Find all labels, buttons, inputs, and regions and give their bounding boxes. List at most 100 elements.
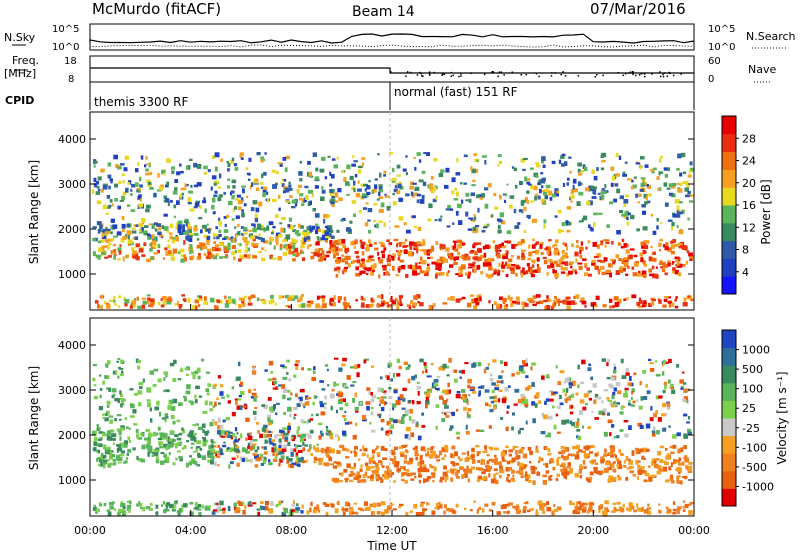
power-cell [298,171,303,176]
power-cell [170,199,173,203]
velocity-cell [442,471,448,477]
nave-point [643,75,646,78]
power-cell [419,249,424,252]
power-cell [166,230,170,233]
power-cell [547,265,551,269]
power-cell [281,295,285,298]
power-cell [145,156,148,160]
power-cell [160,304,165,308]
power-cell [423,250,428,256]
velocity-cell [357,479,361,483]
velocity-cell [682,509,686,512]
power-cell [593,175,598,181]
velocity-cell [254,407,258,409]
velocity-cell [608,475,614,480]
velocity-cell [476,508,479,514]
power-cell [417,226,422,231]
velocity-cell [607,453,610,456]
power-cell [323,257,327,261]
power-cell [614,183,619,187]
power-cell [323,214,328,219]
velocity-cell [369,503,375,507]
power-cell [280,243,283,249]
velocity-cell [238,361,241,367]
power-cell [231,157,235,162]
power-cell [314,248,319,254]
velocity-cell [638,468,643,472]
power-cell [125,187,129,193]
velocity-cell [263,451,268,455]
velocity-cell [305,459,308,463]
velocity-cell [263,446,267,450]
velocity-cell [454,472,459,476]
power-cell [102,230,105,235]
velocity-cell [356,372,360,378]
velocity-cell [610,403,615,408]
velocity-cell [596,471,600,475]
power-cell [243,238,248,243]
power-cell [447,252,453,257]
power-cell [560,155,565,159]
power-cell [660,155,663,159]
velocity-scatter-cells [92,357,695,517]
power-cell [240,226,245,229]
velocity-cell [282,434,285,440]
velocity-cell [299,396,303,401]
power-cell [469,294,475,297]
velocity-cell [102,432,107,437]
power-cell [329,171,332,176]
power-cell [569,170,572,174]
velocity-cell [618,449,621,454]
power-cell [355,266,359,271]
power-cell [393,303,397,306]
velocity-cell [106,404,110,408]
power-cell [291,206,296,209]
velocity-cell [349,366,355,369]
power-cell [102,184,108,190]
power-cell [255,187,260,192]
power-cell [646,184,651,190]
power-cell [664,173,668,178]
power-cell [256,297,260,302]
velocity-cell [494,447,499,451]
power-cell [361,259,365,265]
power-cell [305,238,311,242]
power-cell [302,257,306,262]
power-cell [123,167,128,172]
velocity-cell [661,413,667,417]
velocity-cell [687,469,691,474]
power-cell [553,270,557,274]
power-cell [321,189,326,194]
velocity-cell [301,504,304,509]
velocity-cell [470,466,476,470]
velocity-cell [188,461,192,466]
velocity-cell [212,385,216,390]
velocity-cell [176,510,180,514]
power-cell [323,219,326,224]
velocity-cell [451,446,456,450]
velocity-cell [194,371,199,374]
velocity-cell [489,373,493,377]
velocity-cell [407,435,411,441]
power-cell [520,199,526,204]
power-cell [685,180,689,186]
power-cell [657,187,660,191]
velocity-cell [172,398,178,404]
power-cell [357,180,360,184]
power-cell [135,243,140,248]
power-cell [604,239,610,242]
velocity-cell [117,457,121,461]
power-cell [374,184,378,190]
velocity-cell [463,470,468,474]
power-cell [546,295,549,299]
power-cell [218,234,222,237]
velocity-cell [518,449,522,454]
power-cell [238,258,242,262]
power-cell [514,225,520,229]
power-cell [260,159,264,163]
power-cell [564,252,568,256]
velocity-cell [141,444,146,450]
velocity-cell [380,406,385,412]
power-cell [133,224,136,227]
velocity-cell [548,478,553,481]
